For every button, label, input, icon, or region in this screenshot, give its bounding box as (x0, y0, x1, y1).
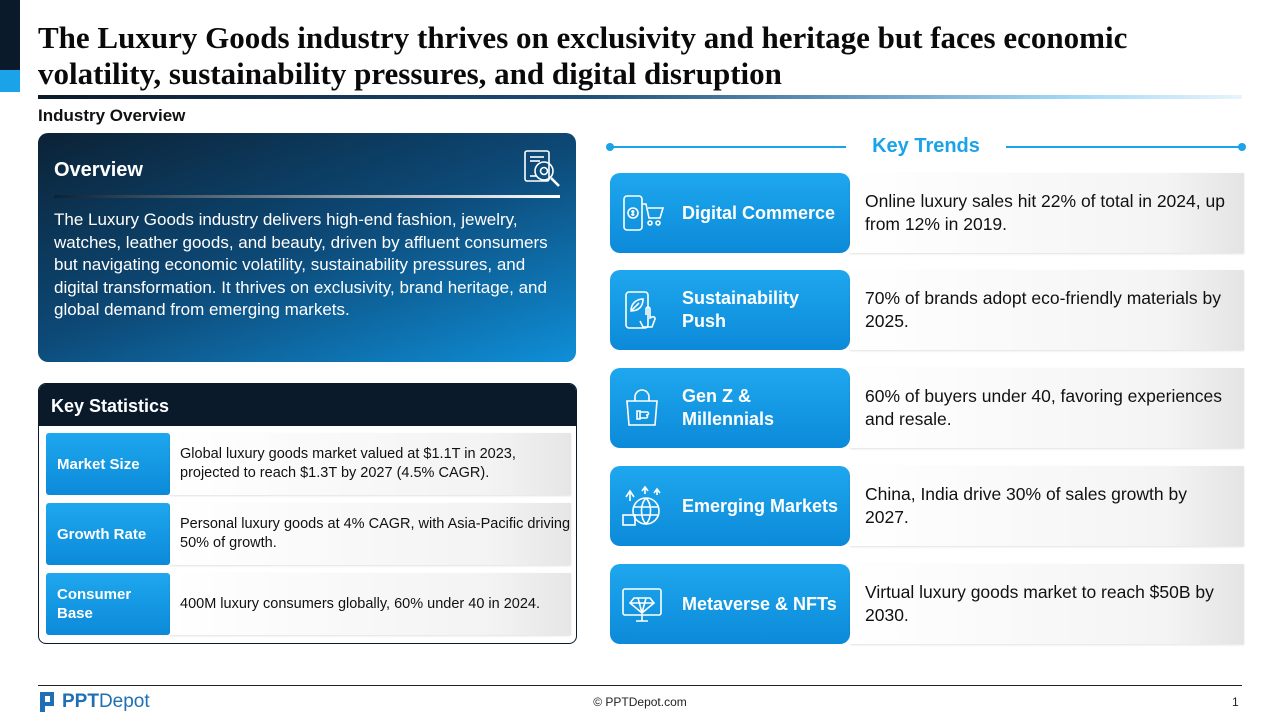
stat-row-growth-rate: Growth Rate Personal luxury goods at 4% … (46, 503, 571, 565)
trends-line-right (1006, 146, 1242, 148)
stat-label: Growth Rate (46, 503, 170, 565)
stat-label: Consumer Base (46, 573, 170, 635)
trend-value: Virtual luxury goods market to reach $50… (850, 564, 1244, 644)
trend-gen-z-millennials: Gen Z & Millennials 60% of buyers under … (610, 368, 1244, 448)
trend-value: 70% of brands adopt eco-friendly materia… (850, 270, 1244, 350)
overview-text: The Luxury Goods industry delivers high-… (54, 210, 548, 319)
title-divider (38, 95, 1242, 99)
stat-label: Market Size (46, 433, 170, 495)
accent-bar (0, 0, 20, 92)
footer-logo: PPTDepot (38, 690, 150, 714)
trend-label: Sustainability Push (682, 288, 800, 331)
phone-cart-icon (623, 195, 664, 231)
stat-value: Global luxury goods market valued at $1.… (170, 433, 571, 495)
key-statistics-heading: Key Statistics (39, 384, 576, 426)
phone-leaf-icon (625, 291, 656, 329)
slide-title: The Luxury Goods industry thrives on exc… (38, 20, 1128, 91)
footer-divider (38, 685, 1242, 686)
brand-strong: PPT (62, 691, 99, 712)
globe-growth-icon (622, 485, 661, 526)
trend-value: China, India drive 30% of sales growth b… (850, 466, 1244, 546)
stat-value: 400M luxury consumers globally, 60% unde… (170, 573, 571, 635)
document-magnifier-icon (524, 150, 560, 187)
stat-row-market-size: Market Size Global luxury goods market v… (46, 433, 571, 495)
overview-divider (54, 195, 560, 198)
trend-value: 60% of buyers under 40, favoring experie… (850, 368, 1244, 448)
overview-heading: Overview (54, 159, 143, 181)
trend-sustainability-push: Sustainability Push 70% of brands adopt … (610, 270, 1244, 350)
footer-copyright: © PPTDepot.com (593, 695, 687, 709)
trend-label: Metaverse & NFTs (682, 593, 837, 614)
trend-label-box: Digital Commerce (610, 173, 850, 253)
trend-label-box: Metaverse & NFTs (610, 564, 850, 644)
stat-value: Personal luxury goods at 4% CAGR, with A… (170, 503, 571, 565)
page-number: 1 (1232, 695, 1239, 709)
pptdepot-logo-icon (40, 692, 54, 712)
overview-card: Overview The Luxury Goods industry deliv… (38, 133, 576, 362)
trend-label-box: Emerging Markets (610, 466, 850, 546)
section-subtitle: Industry Overview (38, 106, 186, 125)
monitor-diamond-icon (622, 588, 662, 622)
trend-emerging-markets: Emerging Markets China, India drive 30% … (610, 466, 1244, 546)
trend-metaverse-nfts: Metaverse & NFTs Virtual luxury goods ma… (610, 564, 1244, 644)
trend-label: Gen Z & Millennials (682, 386, 775, 429)
key-statistics-panel: Key Statistics Market Size Global luxury… (38, 383, 577, 644)
trends-line-dot-right (1238, 143, 1246, 151)
trend-digital-commerce: Digital Commerce Online luxury sales hit… (610, 173, 1244, 253)
trend-label-box: Sustainability Push (610, 270, 850, 350)
trend-label: Emerging Markets (682, 495, 839, 516)
trend-label-box: Gen Z & Millennials (610, 368, 850, 448)
footer-brand: PPTDepot (62, 691, 150, 713)
stat-row-consumer-base: Consumer Base 400M luxury consumers glob… (46, 573, 571, 635)
trend-label: Digital Commerce (682, 202, 836, 223)
key-trends-heading: Key Trends (872, 135, 980, 157)
shopping-bag-icon (626, 389, 658, 426)
trends-line-left (610, 146, 846, 148)
trend-value: Online luxury sales hit 22% of total in … (850, 173, 1244, 253)
brand-rest: Depot (98, 691, 150, 712)
